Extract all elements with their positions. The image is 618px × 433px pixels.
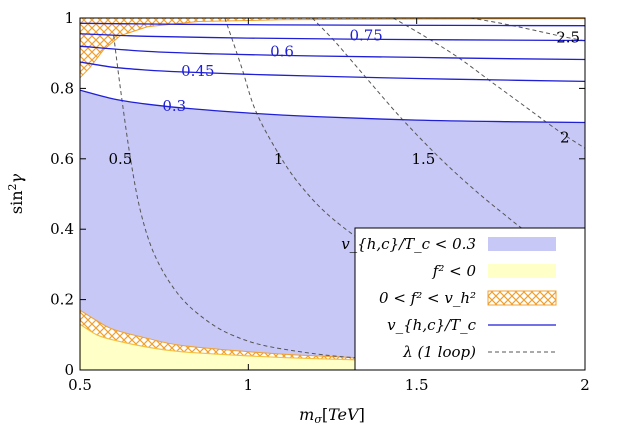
- lambda-contour-4: [470, 18, 585, 42]
- lambda-label-0: 0.5: [108, 150, 132, 168]
- lambda-label-2: 1.5: [411, 150, 435, 168]
- vtc-contour-4: [80, 22, 585, 27]
- hatch-region-upper: [80, 18, 585, 79]
- legend-label-1: f² < 0: [432, 262, 477, 280]
- vtc-label-3: 0.75: [349, 27, 382, 45]
- x-tick-0: 0.5: [68, 376, 92, 394]
- vtc-contour-3: [80, 33, 585, 42]
- vtc-contour-2: [80, 45, 585, 61]
- x-tick-3: 2: [580, 376, 590, 394]
- lambda-label-4: 2.5: [556, 28, 580, 46]
- legend-label-3: v_{h,c}/T_c: [387, 316, 476, 334]
- y-tick-0: 0: [64, 361, 74, 379]
- y-axis-label: sin2γ: [6, 173, 26, 214]
- legend-swatch-2: [487, 290, 557, 306]
- vtc-contour-1: [80, 61, 585, 83]
- legend-label-0: v_{h,c}/T_c < 0.3: [341, 235, 476, 253]
- vtc-contour-0: [80, 89, 585, 124]
- y-tick-5: 1: [64, 9, 74, 27]
- legend-swatch-0: [488, 237, 556, 251]
- lambda-contour-1: [224, 18, 585, 322]
- plot-frame: [79, 17, 586, 371]
- vtc-label-0: 0.3: [162, 97, 186, 115]
- y-tick-2: 0.4: [50, 220, 74, 238]
- y-tick-3: 0.6: [50, 150, 74, 168]
- x-tick-1: 1: [244, 376, 254, 394]
- legend: v_{h,c}/T_c < 0.3 f² < 0 0 < f² < v_h² v_{h…: [341, 227, 586, 371]
- vtc-label-2: 0.6: [270, 42, 294, 60]
- x-axis-label: mσ[TeV]: [299, 405, 365, 426]
- x-tick-2: 1.5: [405, 376, 429, 394]
- vtc-label-1: 0.45: [181, 62, 214, 80]
- legend-label-2: 0 < f² < v_h²: [379, 289, 476, 307]
- y-tick-4: 0.8: [50, 79, 74, 97]
- legend-label-4: λ (1 loop): [402, 343, 476, 361]
- y-tick-1: 0.2: [50, 291, 74, 309]
- lambda-label-1: 1: [274, 150, 284, 168]
- legend-swatch-1: [488, 264, 556, 278]
- lambda-contour-3: [392, 18, 585, 149]
- lambda-label-3: 2: [560, 129, 570, 147]
